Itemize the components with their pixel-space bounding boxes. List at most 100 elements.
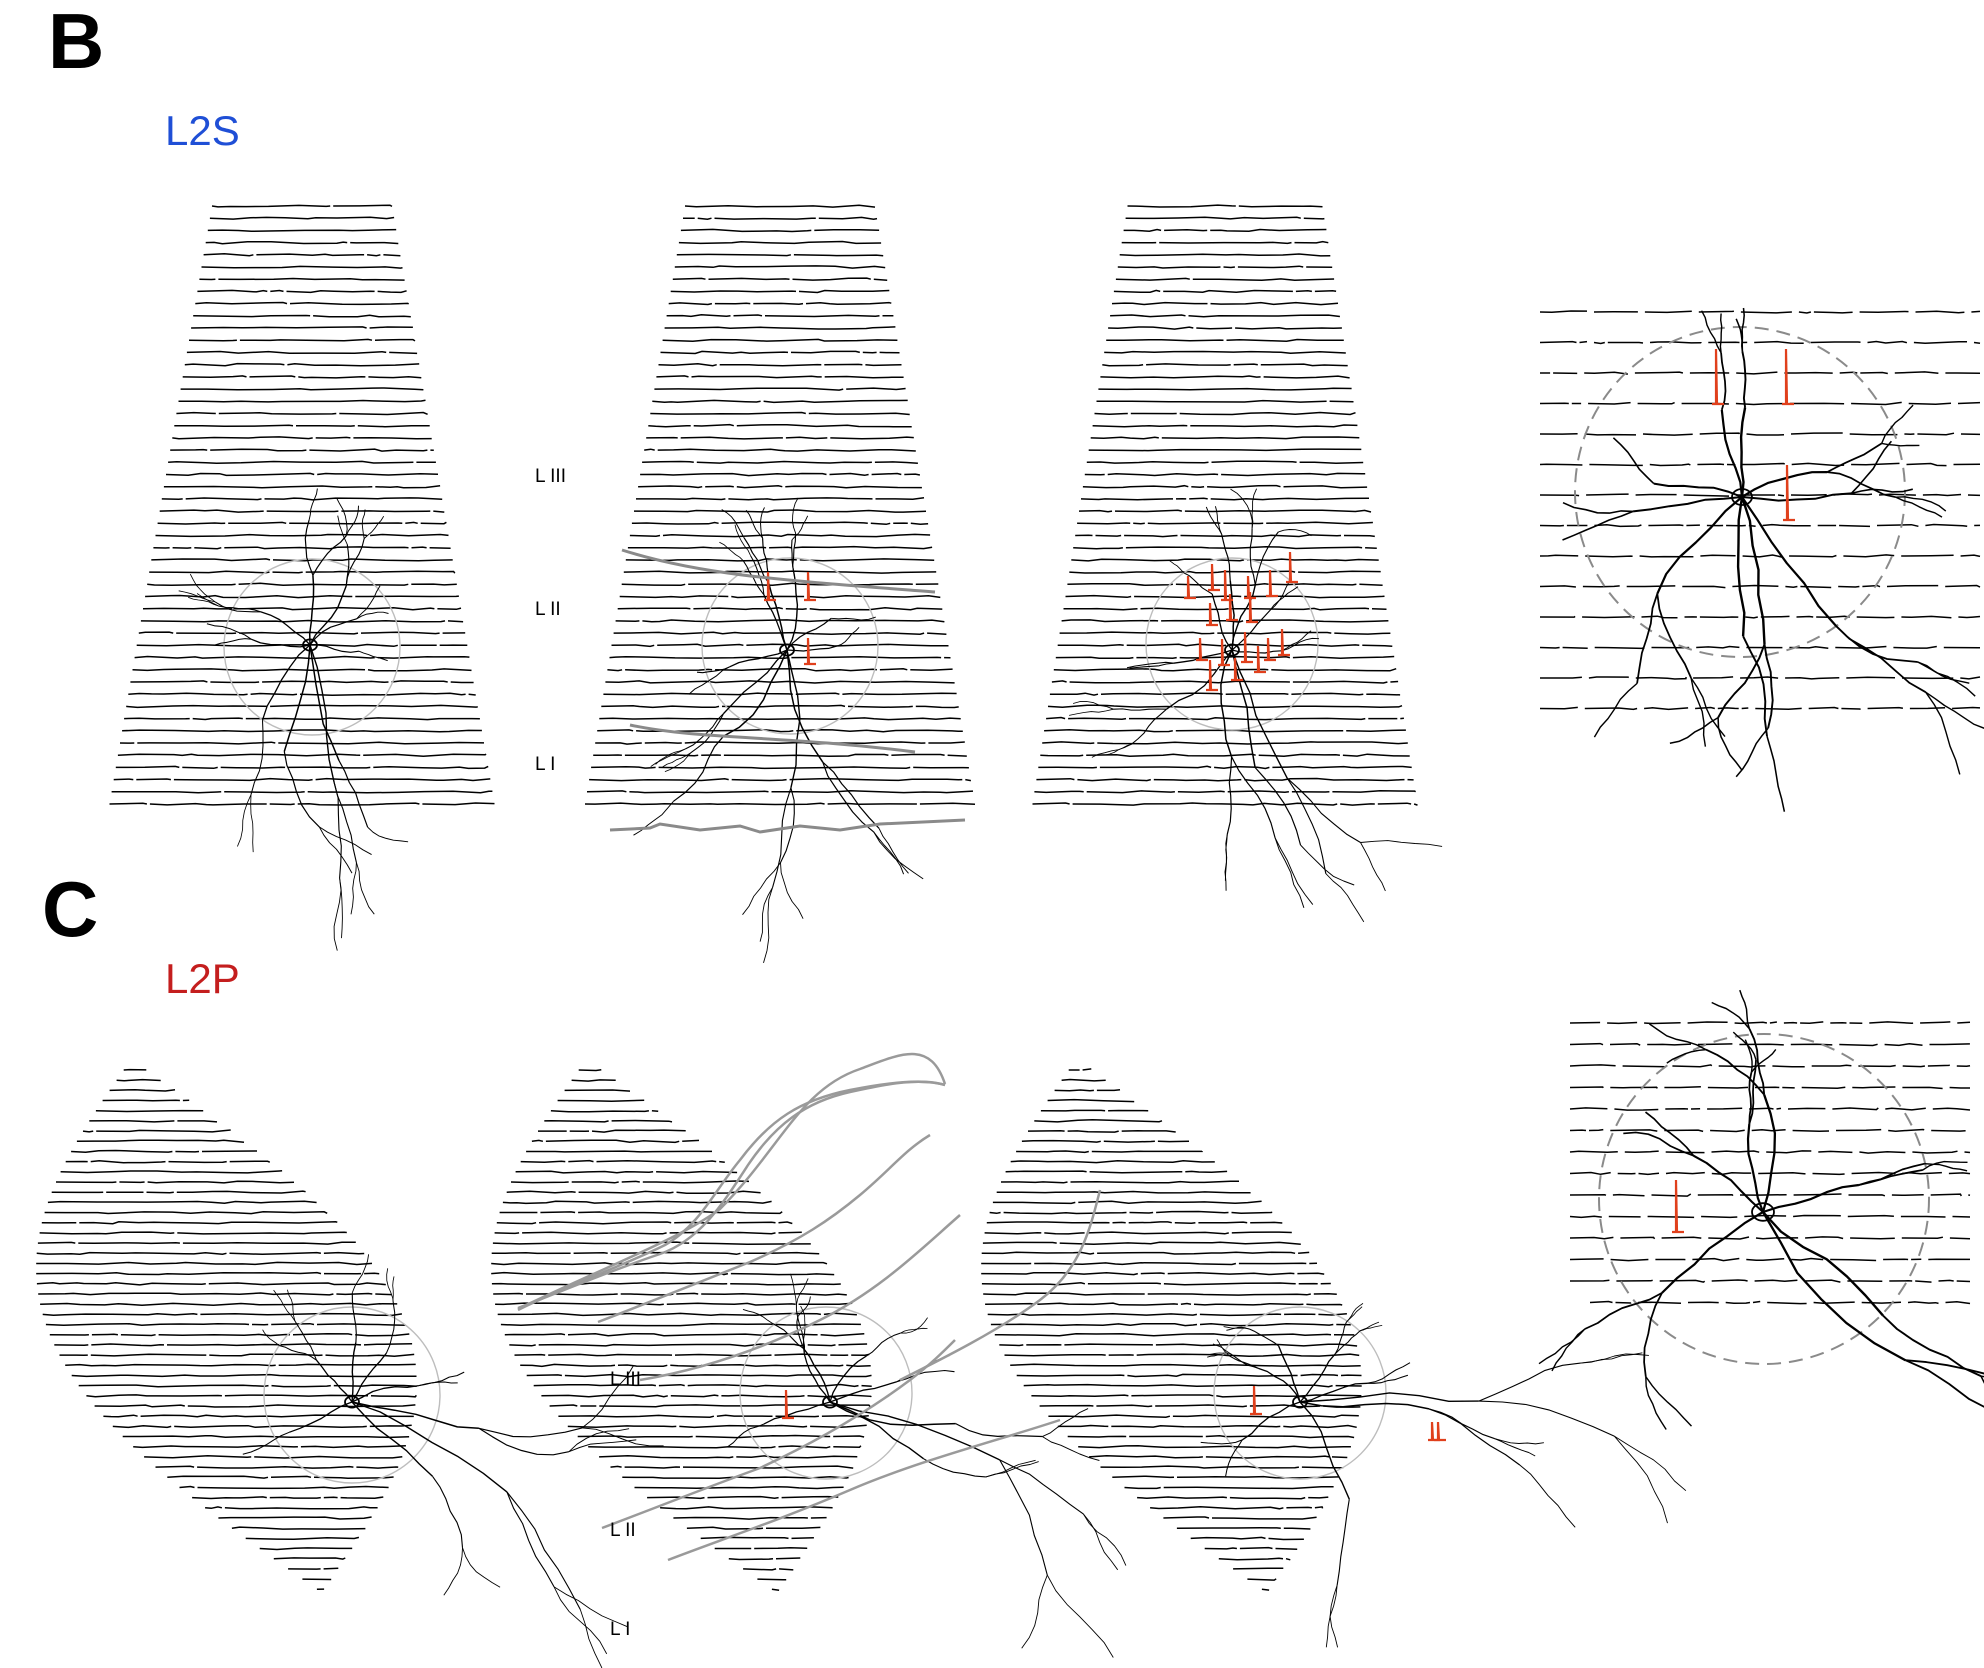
panel-c-map-3-neuron-dendrite (1299, 1392, 1479, 1403)
panel-c-map-1-neuron-dendrite (351, 1352, 387, 1403)
panel-c-map-2-trace (622, 1476, 849, 1480)
panel-c-map-2-trace (526, 1373, 872, 1378)
panel-c-map-2-trace (533, 1383, 872, 1388)
panel-b-zoom-map-trace (1740, 311, 1792, 314)
panel-c-zoom-map-trace (1612, 1193, 1645, 1197)
panel-c-zoom-map-trace (1616, 1279, 1653, 1282)
panel-c-map-2-trace (743, 1568, 794, 1571)
panel-c-zoom-map-trace (1607, 1021, 1638, 1025)
panel-b-map-3-neuron-dendrite (1231, 609, 1271, 651)
panel-c-map-1-trace (47, 1200, 317, 1204)
panel-b-map-1-trace (211, 204, 393, 208)
panel-c-zoom-neuron-dendrite (1705, 1048, 1765, 1096)
panel-c-map-1-trace (122, 1434, 410, 1439)
panel-b-map-3-trace (1117, 265, 1333, 269)
panel-b-map-1-trace (126, 704, 478, 709)
panel-c-map-3-trace (1010, 1159, 1215, 1164)
panel-b-map-1-stim-circle (223, 558, 401, 736)
panel-c-map-2-trace (491, 1251, 820, 1256)
panel-b-zoom-map-trace (1540, 676, 1582, 679)
panel-c-zoom-map-trace (1754, 1086, 1795, 1089)
panel-b-map-2-trace (670, 289, 890, 294)
panel-b-zoom-map-trace (1960, 676, 1981, 680)
panel-c-map-2-neuron-dendrite (829, 1401, 924, 1460)
panel-b-map-2-neuron-dendrite (742, 862, 781, 915)
panel-b-map-1-neuron-dendrite (339, 878, 343, 939)
panel-b-zoom-map-trace (1790, 432, 1843, 435)
panel-b-map-3-trace (1063, 607, 1387, 611)
panel-c-map-1-neuron-dendrite (351, 1401, 479, 1430)
panel-b-map-2-spike (764, 571, 776, 602)
panel-b-map-3-trace (1055, 655, 1395, 660)
panel-c-zoom-map-trace (1932, 1107, 1971, 1111)
panel-b-zoom-map-trace (1696, 645, 1740, 649)
panel-c-map-3-neuron-dendrite (1225, 1439, 1243, 1477)
panel-b-map-3-trace (1038, 765, 1412, 770)
panel-b-map-1-trace (176, 411, 428, 416)
panel-c-map-2-trace (495, 1302, 853, 1306)
panel-b-map-3-trace (1044, 728, 1406, 733)
panel-b-map-1-neuron-dendrite (318, 826, 353, 874)
panel-c-map-2-neuron-dendrite (1042, 1408, 1089, 1437)
panel-b-zoom-map-trace (1952, 706, 1981, 710)
panel-c-map-2-neuron-dendrite (800, 1305, 806, 1324)
panel-c-zoom-map-trace (1734, 1021, 1778, 1025)
panel-c-map-3-neuron-dendrite (1329, 1585, 1339, 1648)
panel-c-grey-line-f (899, 1189, 1102, 1382)
panel-c-map-3-trace (1010, 1363, 1361, 1367)
panel-b-zoom-map-trace (1697, 463, 1736, 466)
panel-b-zoom-neuron-dendrite (1835, 625, 1927, 693)
panel-c-grey-line-a (517, 1080, 946, 1310)
panel-c-map-2-trace (499, 1210, 783, 1215)
panel-b-map-2-trace (658, 363, 902, 367)
panel-c-map-2-neuron-dendrite (1046, 1574, 1114, 1658)
panel-b-zoom-spike (1783, 464, 1795, 522)
panel-c-zoom-map-trace (1772, 1065, 1805, 1068)
panel-b-map-3-trace (1073, 546, 1377, 550)
panel-b-map-2-neuron-dendrite (729, 649, 788, 668)
panel-b-zoom-map-trace (1785, 585, 1832, 589)
panel-b-zoom-map-trace (1798, 311, 1853, 314)
panel-c-map-1-trace (38, 1292, 392, 1296)
panel-c-zoom-map-trace (1644, 1022, 1681, 1025)
panel-b-map-3-trace (1111, 301, 1339, 306)
panel-b-zoom-map-trace (1908, 402, 1952, 405)
panel-b-map-2-spike (804, 637, 816, 666)
panel-b-zoom-neuron-dendrite (1742, 635, 1768, 737)
panel-c-map-1-neuron-dendrite (351, 1342, 357, 1403)
panel-b-zoom-neuron-dendrite (1735, 318, 1744, 352)
panel-c-map-3-neuron-dendrite (1278, 1345, 1301, 1403)
panel-c-map-1-trace (109, 1088, 176, 1092)
panel-b-map-1-trace (145, 594, 459, 599)
panel-b-map-1-neuron-dendrite (336, 497, 348, 536)
panel-b-map-2-trace (631, 521, 929, 526)
panel-b-map-1-neuron-dendrite (214, 601, 261, 613)
panel-b-map-1-neuron-dendrite (338, 760, 369, 828)
panel-b-zoom-map-trace (1644, 707, 1689, 711)
panel-c-map-3-trace (1068, 1068, 1092, 1071)
panel-b-zoom-neuron-dendrite (1736, 496, 1746, 637)
panel-b-map-3-neuron-dendrite (1360, 840, 1443, 847)
panel-c-map-2-trace (714, 1547, 808, 1550)
panel-b-map-2-trace (584, 802, 976, 806)
panel-b-zoom-map-trace (1584, 371, 1628, 375)
panel-c-map-3-neuron-dendrite (1428, 1408, 1495, 1440)
panel-b-map-2-neuron-dendrite (786, 581, 799, 651)
panel-b-map-1-neuron-dendrite (260, 611, 311, 646)
panel-b-zoom-map-trace (1695, 706, 1749, 710)
panel-b-map-2-trace (599, 717, 961, 721)
panel-b-map-2-neuron-dendrite (878, 828, 909, 874)
panel-c-map-1-trace (155, 1465, 399, 1469)
panel-b-map-2-trace (589, 777, 972, 782)
panel-c-map-2-neuron-dendrite (742, 1308, 773, 1324)
panel-c-map-3-trace (1016, 1373, 1362, 1378)
panel-b-zoom-map-trace (1867, 706, 1904, 710)
panel-b-zoom-map-trace (1973, 341, 1981, 344)
panel-c-zoom-neuron-dendrite (1748, 1059, 1757, 1125)
panel-b-map-2-trace (605, 680, 955, 684)
panel-c-map-1-trace (60, 1170, 283, 1174)
panel-b-map-3-trace (1084, 472, 1366, 477)
panel-b-map-2-trace (666, 314, 894, 318)
panel-c-map-1-trace (179, 1485, 389, 1490)
panel-c-map-2-trace (509, 1343, 868, 1347)
